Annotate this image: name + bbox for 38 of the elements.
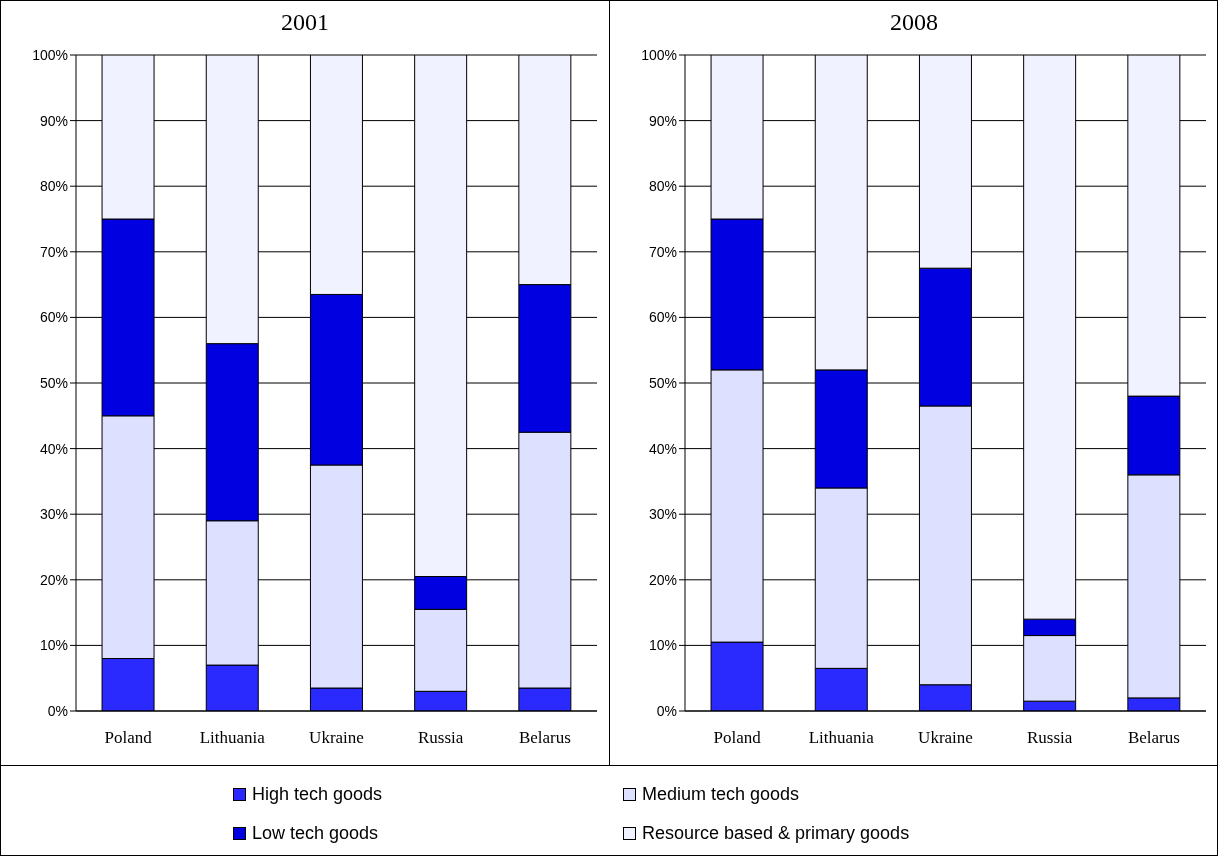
- x-tick-label: Poland: [713, 728, 762, 748]
- x-tick-label: Belarus: [1127, 728, 1180, 748]
- legend-label: Medium tech goods: [642, 783, 800, 805]
- x-tick-label: Ukraine: [918, 728, 973, 748]
- chart-title: 2008: [889, 8, 939, 37]
- y-tick-label: 70%: [39, 243, 68, 260]
- x-tick-label: Poland: [104, 728, 153, 748]
- legend-label: Resource based & primary goods: [642, 823, 910, 844]
- y-tick-label: 0%: [656, 702, 677, 719]
- y-tick-label: 50%: [648, 374, 677, 391]
- y-tick-label: 30%: [648, 506, 677, 523]
- y-tick-label: 100%: [32, 46, 68, 63]
- y-tick-label: 70%: [648, 243, 677, 260]
- y-tick-label: 90%: [648, 112, 677, 129]
- x-tick-label: Russia: [1027, 728, 1073, 748]
- y-tick-label: 20%: [648, 571, 677, 588]
- y-tick-label: 80%: [39, 178, 68, 195]
- y-tick-label: 10%: [39, 637, 68, 654]
- x-tick-label: Lithuania: [199, 728, 266, 748]
- y-tick-label: 40%: [648, 440, 677, 457]
- y-tick-label: 100%: [641, 46, 677, 63]
- x-tick-label: Russia: [418, 728, 464, 748]
- y-tick-label: 0%: [47, 702, 68, 719]
- y-tick-label: 40%: [39, 440, 68, 457]
- y-tick-label: 60%: [648, 309, 677, 326]
- y-tick-label: 20%: [39, 571, 68, 588]
- y-tick-label: 90%: [39, 112, 68, 129]
- x-tick-label: Belarus: [518, 728, 571, 748]
- y-tick-label: 80%: [648, 178, 677, 195]
- y-tick-label: 60%: [39, 309, 68, 326]
- chart-title: 2001: [280, 8, 330, 37]
- x-tick-label: Lithuania: [808, 728, 875, 748]
- x-tick-label: Ukraine: [309, 728, 364, 748]
- y-tick-label: 50%: [39, 374, 68, 391]
- legend-label: High tech goods: [252, 783, 383, 805]
- y-tick-label: 30%: [39, 506, 68, 523]
- legend-label: Low tech goods: [252, 823, 379, 844]
- y-tick-label: 10%: [648, 637, 677, 654]
